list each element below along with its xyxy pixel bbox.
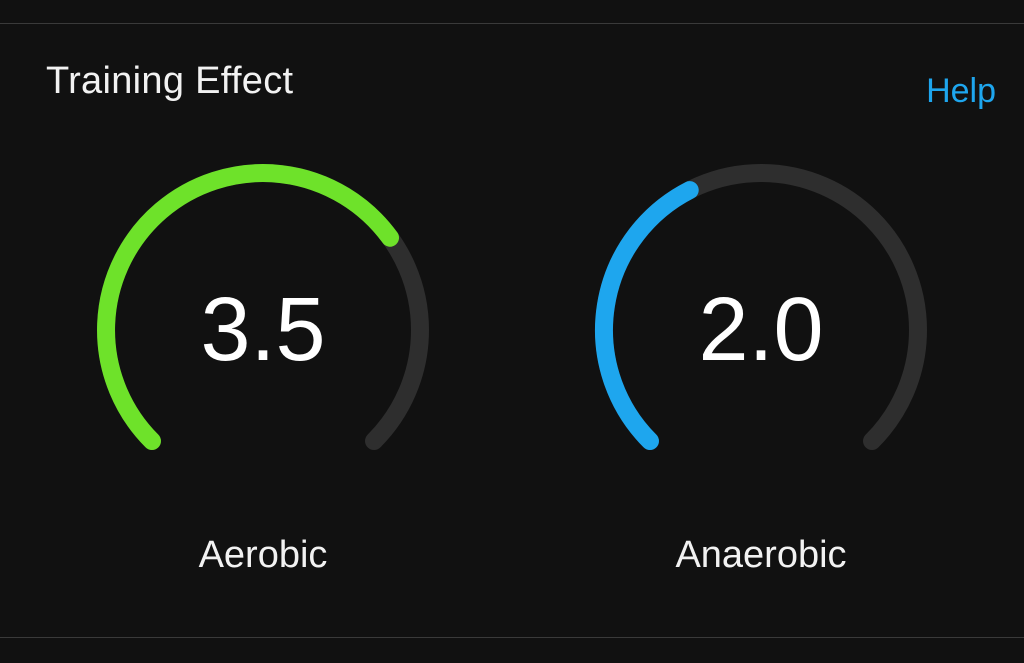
anaerobic-value: 2.0 [698, 280, 824, 380]
aerobic-gauge-fill [97, 164, 400, 451]
anaerobic-gauge: 2.0 [581, 150, 941, 500]
anaerobic-gauge-ring [594, 164, 927, 451]
top-divider [0, 23, 1024, 24]
anaerobic-label: Anaerobic [675, 534, 847, 576]
aerobic-gauge: 3.5 [83, 150, 443, 500]
aerobic-label: Aerobic [198, 534, 328, 576]
aerobic-gauge-ring [97, 164, 429, 451]
aerobic-value: 3.5 [200, 280, 326, 380]
bottom-divider [0, 637, 1024, 638]
anaerobic-gauge-fill [594, 181, 699, 451]
help-link[interactable]: Help [926, 72, 996, 110]
card-title: Training Effect [46, 60, 294, 102]
